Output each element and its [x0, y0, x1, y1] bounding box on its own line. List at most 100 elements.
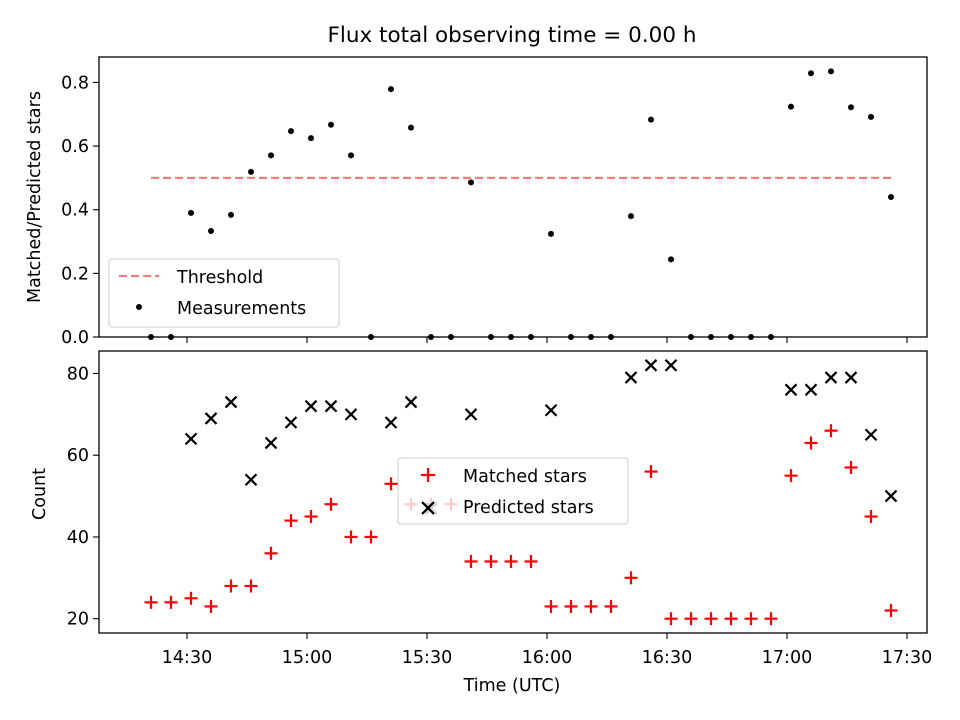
- x-tick-label-6: 17:30: [882, 648, 932, 668]
- top-y-tick-label-2: 0.4: [61, 201, 89, 221]
- measurements-point-13: [408, 124, 414, 131]
- bottom-y-tick-label-2: 60: [67, 446, 89, 466]
- top-y-tick-label-3: 0.6: [61, 137, 89, 157]
- matched-stars-marker-10: [344, 530, 358, 544]
- bottom-panel: Count Time (UTC) 14:30 15:00 15:30 16:00 16:…: [30, 350, 932, 696]
- legend-threshold-label: Threshold: [176, 268, 263, 288]
- matched-stars-marker-32: [784, 469, 798, 483]
- x-tick-label-2: 15:30: [402, 648, 452, 668]
- matched-stars-marker-27: [684, 612, 698, 626]
- measurements-point-20: [548, 230, 554, 237]
- matched-stars-marker-29: [724, 612, 738, 626]
- matched-stars-marker-0: [144, 595, 158, 609]
- top-y-tick-label-1: 0.2: [61, 264, 89, 284]
- measurements-point-33: [808, 70, 814, 77]
- bottom-y-tick-label-3: 80: [67, 364, 89, 384]
- predicted-stars-marker-12: [464, 408, 478, 421]
- measurements-point-2: [188, 209, 194, 216]
- measurements-point-3: [208, 228, 214, 235]
- matched-stars-marker-28: [704, 612, 718, 626]
- matched-stars-marker-8: [304, 510, 318, 524]
- predicted-stars-marker-10: [404, 395, 418, 409]
- x-tick-label-0: 14:30: [162, 648, 212, 668]
- predicted-stars-marker-19: [824, 371, 838, 384]
- matched-stars-marker-35: [844, 460, 858, 474]
- bottom-y-tick-label-1: 40: [67, 528, 89, 548]
- chart-title: Flux total observing time = 0.00 h: [328, 23, 697, 48]
- top-y-axis-label: Matched/Predicted stars: [25, 91, 45, 303]
- matched-stars-marker-9: [324, 497, 338, 511]
- bottom-plot-area: 14:30 15:00 15:30 16:00 16:30 17:00 17:30 20 40 6…: [67, 359, 932, 668]
- matched-stars-marker-37: [884, 604, 898, 618]
- matched-stars-marker-36: [864, 510, 878, 524]
- predicted-stars-marker-2: [224, 395, 238, 409]
- x-tick-label-4: 16:30: [642, 648, 692, 668]
- predicted-stars-marker-15: [644, 359, 658, 372]
- measurements-point-7: [288, 128, 294, 135]
- matched-stars-marker-16: [464, 554, 478, 568]
- measurements-point-10: [348, 152, 354, 159]
- matched-stars-marker-20: [544, 599, 558, 613]
- bottom-y-axis-label: Count: [30, 468, 50, 520]
- bottom-axes-frame: [98, 350, 928, 634]
- x-tick-label-3: 16:00: [522, 648, 572, 668]
- matched-stars-marker-1: [164, 595, 178, 609]
- legend-matched-label: Matched stars: [463, 467, 587, 487]
- matched-stars-marker-31: [764, 612, 778, 626]
- predicted-stars-marker-7: [324, 399, 338, 413]
- matched-stars-marker-26: [664, 612, 678, 626]
- matched-stars-marker-18: [504, 554, 518, 568]
- bottom-legend: Matched stars Predicted stars: [397, 457, 629, 525]
- measurements-point-8: [308, 135, 314, 142]
- x-axis-label: Time (UTC): [463, 676, 561, 696]
- matched-stars-marker-34: [824, 424, 838, 438]
- top-legend-box: [108, 258, 340, 328]
- legend-measurements-swatch: [136, 304, 142, 310]
- measurements-point-5: [248, 168, 254, 175]
- legend-measurements-label: Measurements: [177, 299, 306, 319]
- measurements-point-25: [648, 116, 654, 123]
- legend-matched-swatch: [421, 468, 435, 482]
- measurements-point-9: [328, 121, 334, 128]
- matched-stars-marker-2: [184, 591, 198, 605]
- measurements-point-34: [828, 68, 834, 75]
- matched-stars-marker-6: [264, 546, 278, 560]
- top-plot-area: 0.0 0.2 0.4 0.6 0.8: [61, 68, 908, 348]
- predicted-stars-marker-1: [204, 412, 218, 425]
- matched-stars-marker-33: [804, 436, 818, 450]
- predicted-stars-marker-4: [264, 436, 278, 450]
- predicted-stars-marker-9: [384, 416, 398, 429]
- top-legend: Threshold Measurements: [108, 258, 340, 328]
- matched-stars-marker-17: [484, 554, 498, 568]
- x-tick-label-1: 15:00: [282, 648, 332, 668]
- matched-stars-marker-30: [744, 612, 758, 626]
- x-tick-label-5: 17:00: [762, 648, 812, 668]
- measurements-point-35: [848, 104, 854, 111]
- matched-stars-marker-7: [284, 514, 298, 528]
- predicted-stars-marker-5: [284, 416, 298, 429]
- matched-stars-marker-22: [584, 599, 598, 613]
- legend-predicted-label: Predicted stars: [463, 498, 594, 518]
- predicted-stars-marker-8: [344, 408, 358, 421]
- predicted-stars-marker-22: [884, 489, 898, 503]
- measurements-point-12: [388, 86, 394, 93]
- matched-stars-marker-23: [604, 599, 618, 613]
- top-y-tick-label-4: 0.8: [61, 73, 89, 93]
- bottom-legend-box: [397, 457, 629, 525]
- matched-stars-marker-12: [384, 477, 398, 491]
- matched-stars-marker-21: [564, 599, 578, 613]
- predicted-stars-marker-13: [544, 403, 558, 417]
- predicted-stars-marker-3: [244, 473, 258, 487]
- predicted-stars-marker-20: [844, 371, 858, 384]
- measurements-point-36: [868, 113, 874, 120]
- predicted-stars-marker-21: [864, 428, 878, 442]
- predicted-stars-marker-17: [784, 383, 798, 397]
- matched-stars-marker-5: [244, 579, 258, 593]
- matched-stars-marker-4: [224, 579, 238, 593]
- measurements-point-37: [888, 194, 894, 200]
- matched-stars-marker-25: [644, 465, 658, 479]
- top-y-tick-label-0: 0.0: [61, 328, 89, 348]
- matched-stars-marker-19: [524, 554, 538, 568]
- matched-stars-marker-3: [204, 599, 218, 613]
- top-panel: Flux total observing time = 0.00 h Match…: [25, 23, 928, 348]
